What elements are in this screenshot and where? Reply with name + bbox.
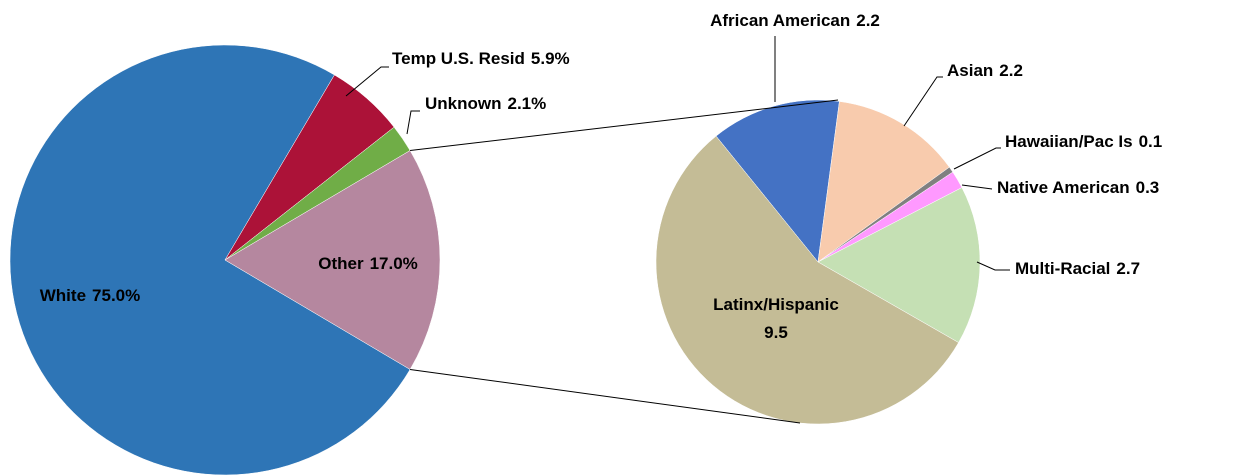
leader-line xyxy=(976,261,1010,271)
data-label: White 75.0% xyxy=(40,286,140,305)
leader-line xyxy=(953,147,1001,170)
value-label: 2.1% xyxy=(508,94,547,113)
data-label: Other 17.0% xyxy=(318,254,418,273)
value-label: 0.3 xyxy=(1136,178,1160,197)
data-label: Asian 2.2 xyxy=(947,61,1023,80)
pie-slice xyxy=(224,150,441,370)
category-label: Latinx/Hispanic xyxy=(713,295,839,314)
value-label: 9.5 xyxy=(764,323,788,342)
category-label: Temp U.S. Resid xyxy=(392,49,525,68)
data-label: Latinx/Hispanic 9.5 xyxy=(713,295,839,342)
pie-slice xyxy=(817,187,981,343)
leader-line xyxy=(345,66,389,97)
value-label: 2.2 xyxy=(856,11,880,30)
value-label: 75.0% xyxy=(92,286,140,305)
value-label: 2.7 xyxy=(1116,259,1140,278)
category-label: Hawaiian/Pac Is xyxy=(1005,132,1133,151)
pie-slice xyxy=(655,135,959,425)
category-label: White xyxy=(40,286,86,305)
category-label: Native American xyxy=(997,178,1130,197)
data-label: Unknown 2.1% xyxy=(425,94,546,113)
value-label: 0.1 xyxy=(1139,132,1163,151)
data-label: Multi-Racial 2.7 xyxy=(1015,259,1140,278)
pie xyxy=(9,44,441,476)
value-label: 5.9% xyxy=(531,49,570,68)
category-label: Unknown xyxy=(425,94,502,113)
pie xyxy=(655,99,981,425)
category-label: Multi-Racial xyxy=(1015,259,1110,278)
connector-line xyxy=(410,99,839,152)
pie-slice xyxy=(9,44,411,476)
value-label: 17.0% xyxy=(370,254,418,273)
data-label: Hawaiian/Pac Is 0.1 xyxy=(1005,132,1162,151)
data-label: Temp U.S. Resid 5.9% xyxy=(392,49,570,68)
leader-line xyxy=(903,76,943,127)
data-label: African American 2.2 xyxy=(710,11,880,30)
leader-line xyxy=(406,110,420,135)
pie-slice xyxy=(817,101,950,263)
leader-line xyxy=(961,184,993,190)
category-label: Asian xyxy=(947,61,993,80)
value-label: 2.2 xyxy=(999,61,1023,80)
data-label: Native American 0.3 xyxy=(997,178,1159,197)
connector-line xyxy=(409,368,801,424)
category-label: Other xyxy=(318,254,364,273)
category-label: African American xyxy=(710,11,850,30)
